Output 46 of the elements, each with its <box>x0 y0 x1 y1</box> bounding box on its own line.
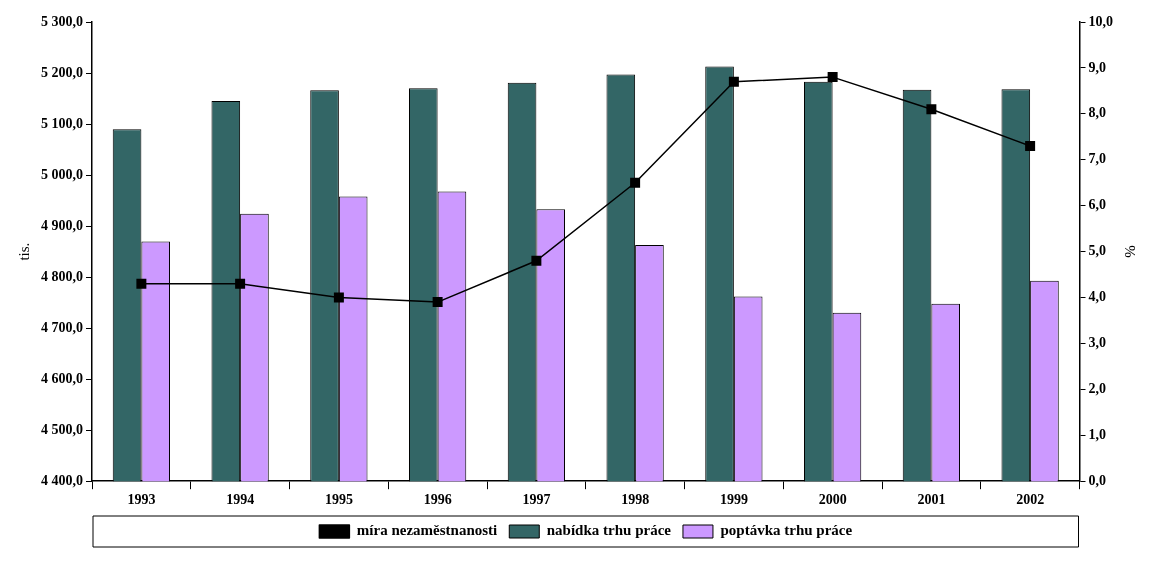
point <box>333 292 344 303</box>
x-tick-label: 2002 <box>1016 492 1045 508</box>
x-tick-label: 1993 <box>127 492 156 508</box>
x-tick-label: 1994 <box>226 492 255 508</box>
point <box>1025 140 1036 151</box>
y-tick-label: 4 800,0 <box>41 268 83 284</box>
y-tick-label: 4 900,0 <box>41 217 83 233</box>
y2-tick-label: 2,0 <box>1088 380 1106 396</box>
y-tick-label: 4 600,0 <box>41 370 83 386</box>
y-tick-label: 5 000,0 <box>41 166 83 182</box>
legend-label: nabídka trhu práce <box>546 522 672 539</box>
y2-tick-label: 4,0 <box>1088 289 1106 305</box>
y2-tick-label: 8,0 <box>1088 105 1106 121</box>
x-tick-label: 1997 <box>522 492 551 508</box>
point <box>827 72 838 83</box>
x-tick-label: 1995 <box>324 492 353 508</box>
y2-tick-label: 6,0 <box>1088 197 1106 213</box>
y-tick-label: 4 700,0 <box>41 319 83 335</box>
y-tick-label: 4 400,0 <box>41 472 83 488</box>
x-tick-label: 1996 <box>423 492 452 508</box>
point <box>235 278 246 289</box>
y2-axis-title: % <box>1122 245 1139 258</box>
legend-label: poptávka trhu práce <box>720 522 853 539</box>
x-tick-label: 2001 <box>917 492 946 508</box>
y2-tick-label: 3,0 <box>1088 335 1106 351</box>
point <box>926 104 937 115</box>
x-tick-label: 1998 <box>621 492 650 508</box>
y2-tick-label: 9,0 <box>1088 59 1106 75</box>
y2-tick-label: 0,0 <box>1088 472 1106 488</box>
y2-tick-label: 10,0 <box>1088 13 1113 29</box>
point <box>432 297 443 308</box>
y-tick-label: 5 100,0 <box>41 115 83 131</box>
legend-label: míra nezaměstnanosti <box>356 522 498 539</box>
point <box>136 278 147 289</box>
point <box>630 177 641 188</box>
y-tick-label: 5 300,0 <box>41 13 83 29</box>
y-tick-label: 5 200,0 <box>41 64 83 80</box>
y2-tick-label: 5,0 <box>1088 243 1106 259</box>
y2-tick-label: 7,0 <box>1088 151 1106 167</box>
point <box>531 255 542 266</box>
y-tick-label: 4 500,0 <box>41 421 83 437</box>
y2-tick-label: 1,0 <box>1088 426 1106 442</box>
x-tick-label: 2000 <box>818 492 847 508</box>
x-tick-label: 1999 <box>719 492 748 508</box>
y-axis-title: tis. <box>15 242 32 261</box>
point <box>728 76 739 87</box>
